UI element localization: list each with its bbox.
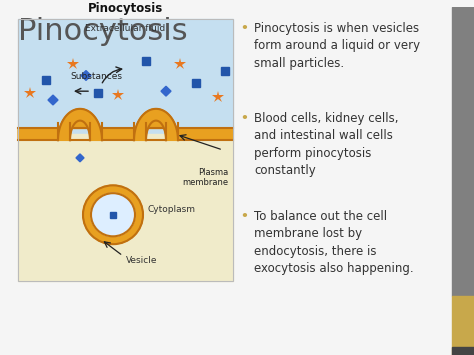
Text: •: • xyxy=(240,112,248,125)
Text: Pinocytosis: Pinocytosis xyxy=(18,17,188,46)
Bar xyxy=(18,134,233,282)
Text: Blood cells, kidney cells,
and intestinal wall cells
perform pinocytosis
constan: Blood cells, kidney cells, and intestina… xyxy=(254,112,399,177)
Bar xyxy=(452,296,474,355)
Polygon shape xyxy=(161,86,171,96)
Polygon shape xyxy=(81,71,91,80)
Polygon shape xyxy=(76,154,84,162)
Text: Cytoplasm: Cytoplasm xyxy=(148,205,196,214)
Circle shape xyxy=(91,193,135,236)
Bar xyxy=(94,89,102,97)
Text: Plasma
membrane: Plasma membrane xyxy=(182,168,228,187)
Polygon shape xyxy=(58,109,102,140)
Bar xyxy=(452,347,474,355)
Text: •: • xyxy=(240,210,248,223)
Polygon shape xyxy=(18,109,233,140)
Bar xyxy=(110,212,116,218)
Bar xyxy=(192,80,200,87)
Text: To balance out the cell
membrane lost by
endocytosis, there is
exocytosis also h: To balance out the cell membrane lost by… xyxy=(254,210,414,275)
Bar xyxy=(142,57,150,65)
Text: Vesicle: Vesicle xyxy=(126,256,157,265)
Text: Extracellular fluid: Extracellular fluid xyxy=(85,24,165,33)
Text: •: • xyxy=(240,22,248,34)
Polygon shape xyxy=(134,109,178,140)
Bar xyxy=(18,18,233,282)
Bar xyxy=(221,67,229,75)
Text: Pinocytosis is when vesicles
form around a liquid or very
small particles.: Pinocytosis is when vesicles form around… xyxy=(254,22,420,70)
Text: Pinocytosis: Pinocytosis xyxy=(88,2,163,15)
Text: Substances: Substances xyxy=(70,72,122,81)
Bar xyxy=(18,18,233,134)
Polygon shape xyxy=(48,95,58,105)
Circle shape xyxy=(83,185,143,244)
Bar xyxy=(42,76,50,84)
Bar xyxy=(452,7,474,296)
